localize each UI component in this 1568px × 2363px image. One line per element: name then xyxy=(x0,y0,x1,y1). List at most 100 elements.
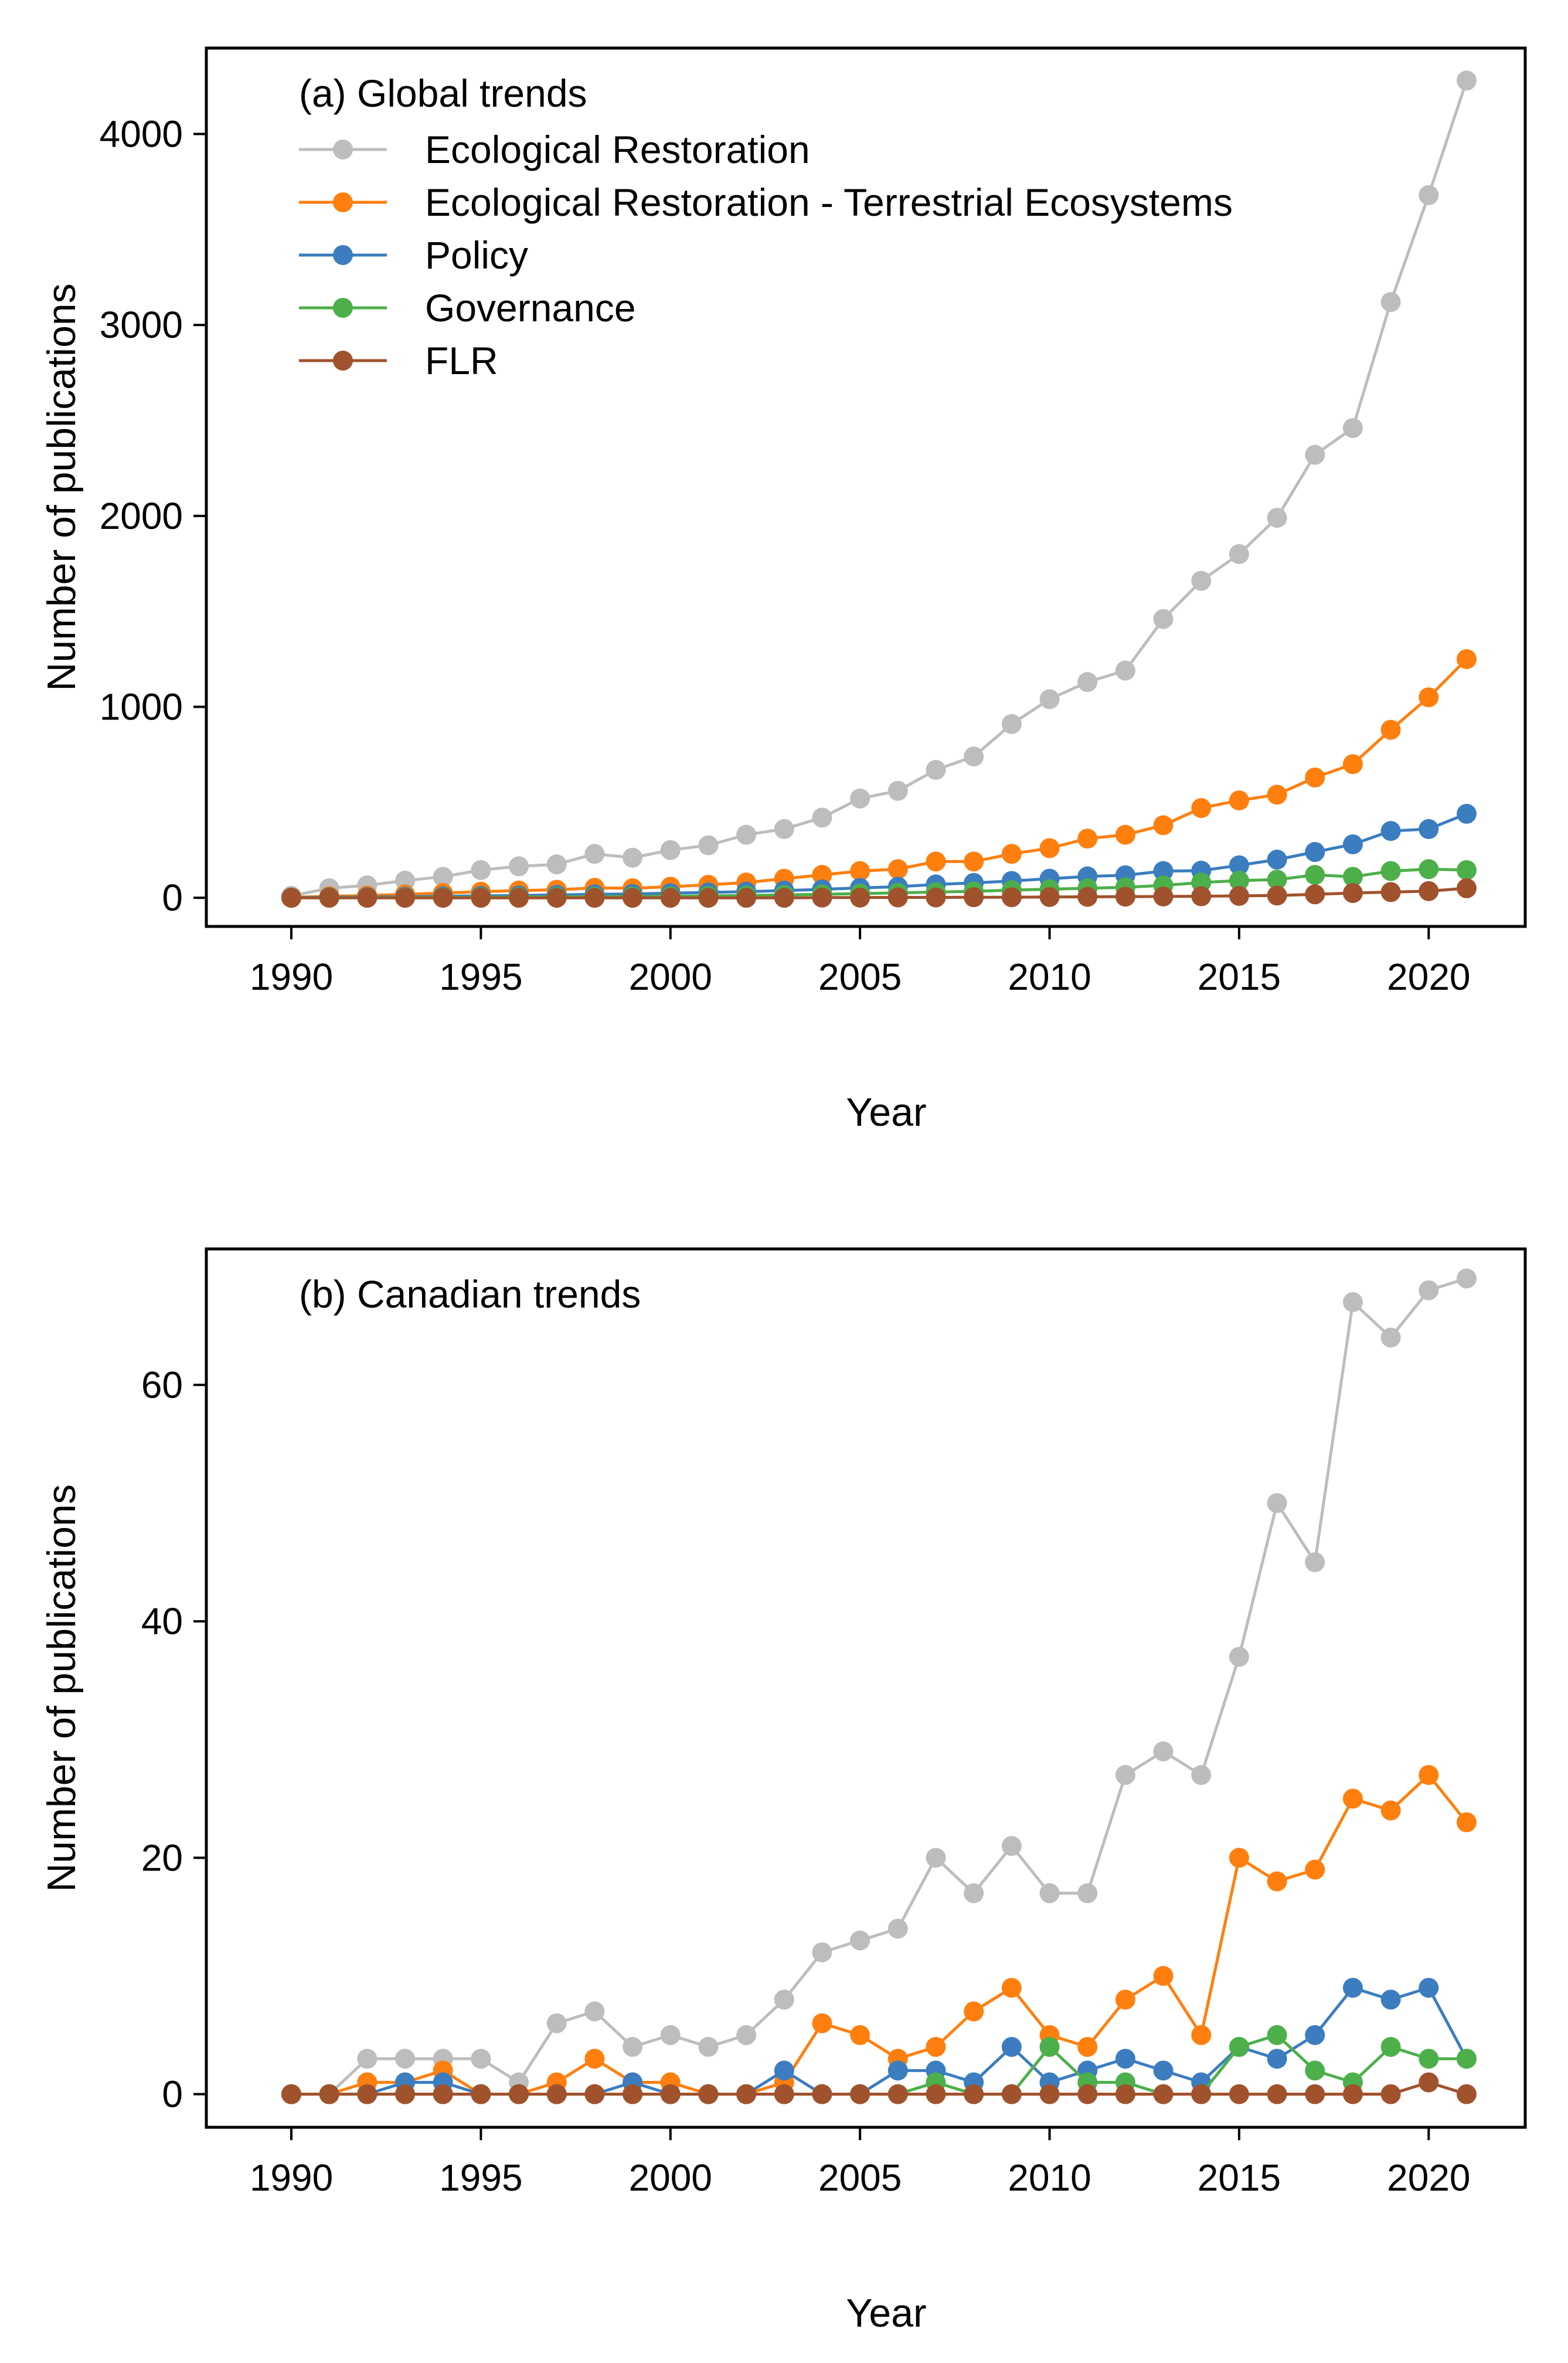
data-point xyxy=(1115,1989,1135,2010)
legend-item-ecological-restoration: Ecological Restoration xyxy=(299,128,810,171)
data-point xyxy=(1380,861,1401,881)
series-policy xyxy=(281,1978,1477,2104)
data-point xyxy=(1115,660,1135,681)
x-tick-label: 2000 xyxy=(629,2157,712,2199)
data-point xyxy=(319,2084,339,2104)
data-point xyxy=(774,819,794,839)
data-point xyxy=(1305,865,1325,885)
data-point xyxy=(1267,2049,1287,2069)
data-point xyxy=(774,2084,794,2104)
data-point xyxy=(1267,1871,1287,1892)
data-point xyxy=(1039,2084,1060,2104)
series-line xyxy=(291,2080,1467,2096)
data-point xyxy=(584,844,605,864)
legend-swatch-marker xyxy=(333,298,353,318)
data-point xyxy=(1419,687,1439,708)
data-point xyxy=(1457,2049,1477,2069)
data-point xyxy=(812,807,832,828)
data-point xyxy=(1153,2084,1174,2104)
data-point xyxy=(1001,1978,1022,1998)
data-point xyxy=(1153,861,1174,881)
x-tick-label: 2010 xyxy=(1008,2157,1091,2199)
x-tick-label: 2015 xyxy=(1198,2157,1281,2199)
data-point xyxy=(1305,884,1325,905)
data-point xyxy=(471,2084,491,2104)
y-axis-title: Number of publications xyxy=(39,283,84,691)
data-point xyxy=(1342,2084,1363,2104)
data-point xyxy=(1153,1741,1174,1761)
data-point xyxy=(1115,887,1135,907)
data-point xyxy=(1419,2049,1439,2069)
data-point xyxy=(281,888,301,908)
data-point xyxy=(887,1919,908,1939)
series-line xyxy=(291,658,1468,899)
data-point xyxy=(1267,885,1287,906)
data-point xyxy=(1191,571,1212,591)
data-point xyxy=(471,860,491,880)
x-tick-label: 1990 xyxy=(250,956,333,998)
data-point xyxy=(433,888,453,908)
data-point xyxy=(774,888,794,908)
data-point xyxy=(1229,855,1249,875)
data-point xyxy=(1342,754,1363,775)
data-point xyxy=(1153,609,1174,629)
data-point xyxy=(964,851,984,872)
data-point xyxy=(1001,714,1022,734)
data-point xyxy=(1457,649,1477,670)
y-axis-title: Number of publications xyxy=(39,1484,84,1892)
data-point xyxy=(1342,1292,1363,1312)
data-point xyxy=(964,887,984,908)
data-point xyxy=(1039,887,1060,907)
y-tick-label: 4000 xyxy=(100,113,183,155)
data-point xyxy=(1305,2060,1325,2081)
data-point xyxy=(1001,844,1022,864)
legend-item-governance: Governance xyxy=(299,286,636,330)
data-point xyxy=(584,2084,605,2104)
data-point xyxy=(1380,882,1401,902)
data-point xyxy=(1229,2084,1249,2104)
data-point xyxy=(1115,824,1135,845)
legend-label: FLR xyxy=(425,339,498,382)
data-point xyxy=(1267,1493,1287,1513)
data-point xyxy=(887,2084,908,2104)
data-point xyxy=(1305,444,1325,465)
series-line xyxy=(291,1986,1468,2096)
data-point xyxy=(1419,1978,1439,1998)
data-point xyxy=(1380,821,1401,841)
data-point xyxy=(623,2036,643,2057)
data-point xyxy=(1419,2072,1439,2093)
data-point xyxy=(812,1942,832,1963)
data-point xyxy=(546,2013,567,2033)
data-point xyxy=(509,888,529,908)
data-point xyxy=(1457,1268,1477,1289)
data-point xyxy=(584,2049,605,2069)
data-point xyxy=(850,887,870,908)
legend-swatch-marker xyxy=(333,351,353,371)
data-point xyxy=(698,835,719,855)
series-ecological-restoration-terrestrial-ecosystems xyxy=(281,649,1477,908)
panel-title: (a) Global trends xyxy=(299,72,587,115)
series-governance xyxy=(281,859,1477,908)
y-tick-label: 40 xyxy=(141,1600,183,1642)
data-point xyxy=(926,2036,946,2057)
series-ecological-restoration xyxy=(281,1268,1477,2104)
data-point xyxy=(850,1930,870,1951)
legend-label: Policy xyxy=(425,233,528,277)
data-point xyxy=(1191,2084,1212,2104)
x-tick-label: 2020 xyxy=(1387,2157,1470,2199)
data-point xyxy=(1229,870,1249,891)
data-point xyxy=(1153,815,1174,836)
x-tick-label: 2005 xyxy=(818,2157,902,2199)
data-point xyxy=(1115,2084,1135,2104)
data-point xyxy=(660,840,681,860)
legend: Ecological Restoration Ecological Restora… xyxy=(299,128,1233,382)
x-tick-label: 2020 xyxy=(1387,956,1470,998)
data-point xyxy=(1153,886,1174,907)
data-point xyxy=(964,1883,984,1903)
data-point xyxy=(660,888,681,908)
data-point xyxy=(1039,689,1060,709)
data-point xyxy=(1419,1765,1439,1785)
data-point xyxy=(850,861,870,881)
data-point xyxy=(850,2084,870,2104)
data-point xyxy=(509,2084,529,2104)
